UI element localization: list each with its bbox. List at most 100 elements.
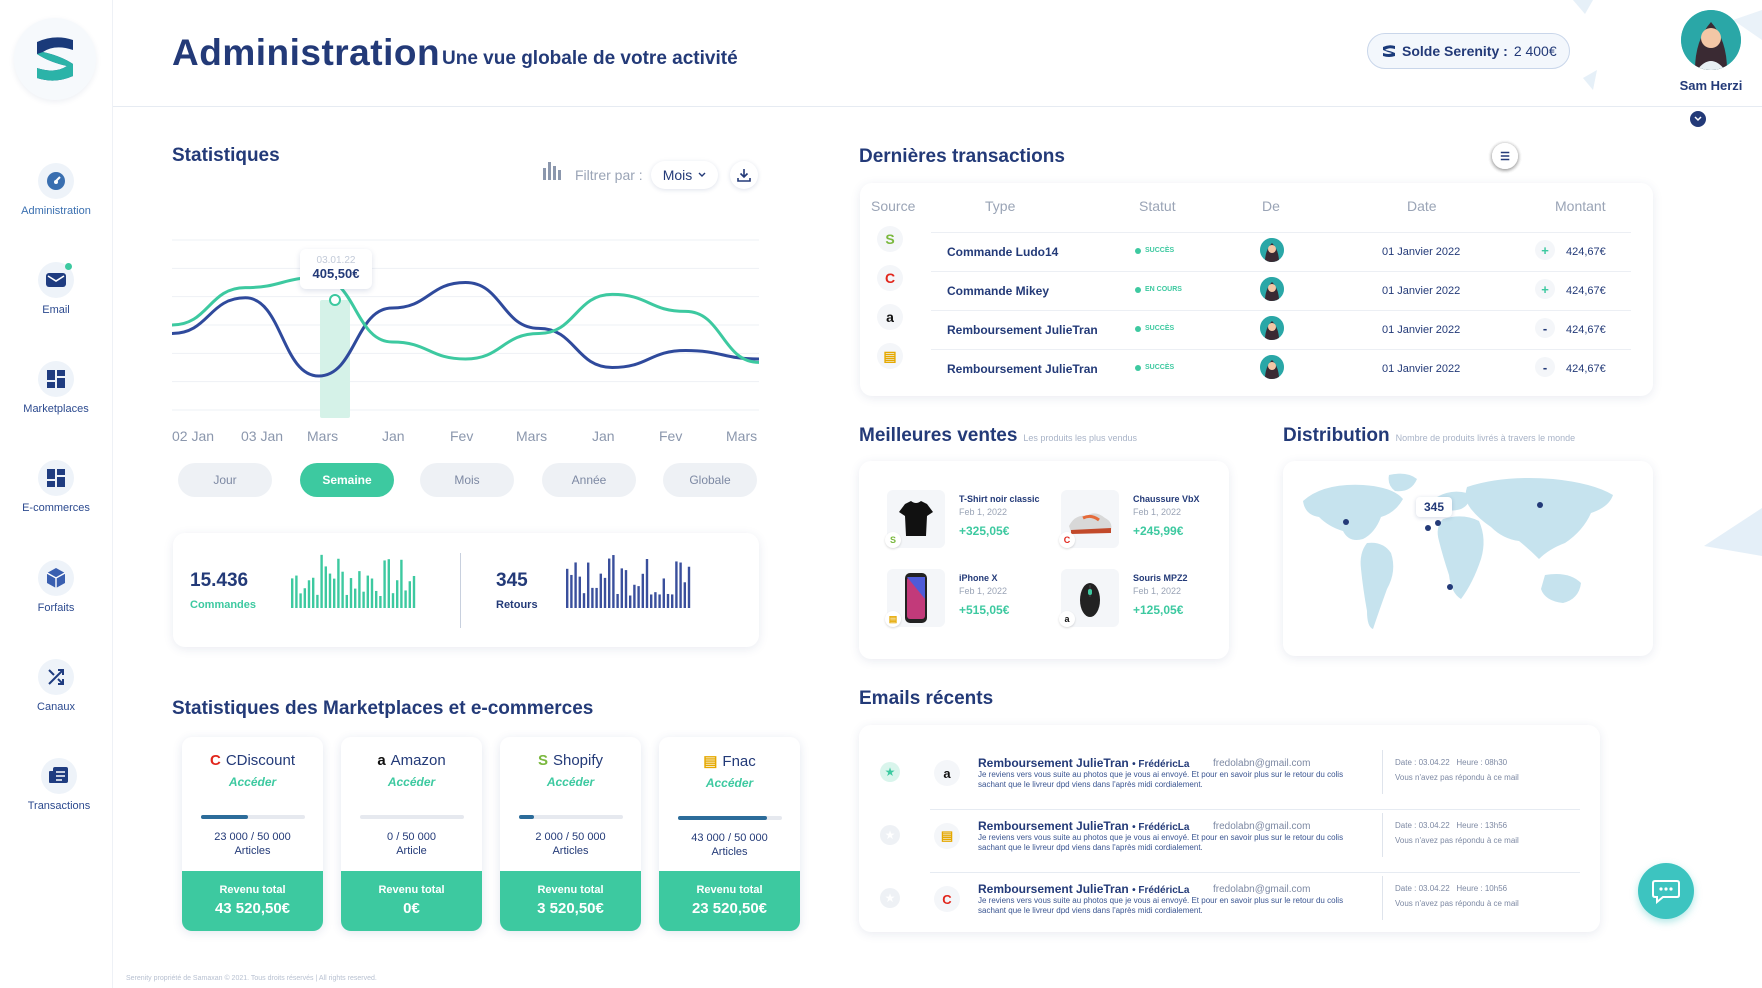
spark-bar [603, 577, 607, 608]
sidebar-item-transactions[interactable]: Transactions [3, 758, 115, 812]
marketplace-name-row: ▤ Fnac [659, 752, 800, 771]
filter-select[interactable]: Mois [651, 161, 718, 189]
marketplace-name: Amazon [390, 752, 446, 769]
spark-bar [303, 588, 306, 608]
access-link[interactable]: Accéder [387, 775, 436, 789]
spark-bar [662, 578, 665, 608]
spark-bar [312, 577, 315, 608]
spark-bar [654, 592, 657, 608]
spark-bar [345, 594, 348, 608]
sidebar-item-marketplaces[interactable]: Marketplaces [0, 361, 112, 415]
spark-bar [629, 595, 632, 608]
product-item[interactable]: C Chaussure VbX Feb 1, 2022 +245,99€ [1059, 490, 1221, 550]
revenue-label: Revenu total [378, 884, 445, 896]
email-date: Date : 03.04.22 [1395, 884, 1450, 893]
spark-bar [341, 571, 344, 608]
shuffle-icon [38, 659, 74, 695]
status-badge: EN COURS [1135, 286, 1182, 293]
email-address: fredolabn@gmail.com [1213, 821, 1311, 832]
user-menu-chevron-icon[interactable] [1690, 111, 1706, 127]
marketplace-name-row: a Amazon [341, 752, 482, 769]
page-subtitle: Une vue globale de votre activité [442, 48, 738, 69]
email-item[interactable]: ★ ▤ Remboursement JulieTran • FrédéricLa… [860, 811, 1580, 873]
chat-icon [1652, 880, 1680, 904]
spark-bar [578, 576, 581, 608]
spark-bar [295, 575, 298, 608]
avatar [1260, 316, 1284, 340]
spark-bar [633, 584, 636, 608]
marketplace-card[interactable]: C CDiscount Accéder 23 000 / 50 000 Artic… [182, 737, 323, 931]
spark-bar [328, 573, 332, 608]
status-text: SUCCÈS [1145, 247, 1175, 254]
transaction-amount: 424,67€ [1566, 363, 1606, 375]
email-item[interactable]: ★ a Remboursement JulieTran • FrédéricLa… [860, 748, 1580, 810]
product-item[interactable]: ▤ iPhone X Feb 1, 2022 +515,05€ [885, 569, 1047, 629]
world-map [1303, 473, 1613, 629]
sidebar-item-canaux[interactable]: Canaux [0, 659, 112, 713]
period-pill-mois[interactable]: Mois [420, 463, 514, 497]
minus-icon: - [1535, 318, 1555, 338]
period-pill-annee[interactable]: Année [542, 463, 636, 497]
articles-count: 2 000 / 50 000 [535, 831, 606, 843]
emails-card [859, 725, 1600, 932]
product-item[interactable]: a Souris MPZ2 Feb 1, 2022 +125,05€ [1059, 569, 1221, 629]
email-time: Heure : 13h56 [1456, 821, 1508, 830]
balance-badge[interactable]: Solde Serenity : 2 400€ [1367, 33, 1570, 69]
spark-bar [358, 571, 361, 608]
articles-count: 0 / 50 000 [387, 831, 436, 843]
marketplace-card[interactable]: a Amazon Accéder 0 / 50 000 Article Reven… [341, 737, 482, 931]
spark-bar [570, 574, 573, 608]
spark-bar [687, 566, 691, 608]
email-sender: • FrédéricLa [1132, 759, 1190, 770]
spark-bar [362, 591, 365, 608]
user-profile[interactable]: Sam Herzi [1661, 10, 1761, 93]
download-button[interactable] [730, 161, 758, 189]
revenue-label: Revenu total [696, 884, 763, 896]
col-header: Type [985, 198, 1016, 214]
table-row[interactable] [931, 349, 1631, 387]
product-item[interactable]: S T-Shirt noir classic Feb 1, 2022 +325,… [885, 490, 1047, 550]
product-name: Chaussure VbX [1133, 494, 1200, 504]
period-pill-globale[interactable]: Globale [663, 463, 757, 497]
star-icon[interactable]: ★ [880, 825, 900, 845]
email-item[interactable]: ★ C Remboursement JulieTran • FrédéricLa… [860, 874, 1580, 936]
access-link[interactable]: Accéder [228, 775, 277, 789]
access-link[interactable]: Accéder [546, 775, 595, 789]
chart-tooltip: 03.01.22 405,50€ [300, 249, 372, 289]
table-row[interactable] [931, 232, 1631, 270]
page-header: Administration Une vue globale de votre … [113, 0, 1762, 127]
decorative-triangles [1573, 0, 1762, 90]
serenity-logo[interactable] [14, 18, 96, 100]
orders-value: 15.436 [190, 570, 249, 591]
distribution-title: Distribution Nombre de produits livrés à … [1283, 425, 1575, 447]
email-preview: Je reviens vers vous suite au photos que… [978, 833, 1344, 852]
sidebar-item-email[interactable]: Email [0, 262, 112, 316]
spark-bar [591, 587, 594, 608]
marketplace-card[interactable]: S Shopify Accéder 2 000 / 50 000 Articles… [500, 737, 641, 931]
product-name: Souris MPZ2 [1133, 573, 1188, 583]
product-name: iPhone X [959, 573, 998, 583]
revenue-block: Revenu total 43 520,50€ [182, 871, 323, 931]
chat-button[interactable] [1638, 863, 1694, 919]
spark-bar [645, 559, 649, 608]
stats-title: Statistiques [172, 145, 280, 166]
sidebar-item-ecommerces[interactable]: E-commerces [0, 460, 112, 514]
articles-count: 23 000 / 50 000 [214, 831, 291, 843]
table-row[interactable] [931, 310, 1631, 348]
spark-bar [412, 575, 416, 608]
access-link[interactable]: Accéder [705, 776, 754, 790]
star-icon[interactable]: ★ [880, 888, 900, 908]
star-icon[interactable]: ★ [880, 762, 900, 782]
spark-bar [307, 580, 311, 608]
highlight-point[interactable] [329, 294, 341, 306]
sidebar-item-administration[interactable]: Administration [0, 163, 112, 217]
table-row[interactable] [931, 271, 1631, 309]
period-pill-jour[interactable]: Jour [178, 463, 272, 497]
avatar [1260, 355, 1284, 379]
period-pill-semaine[interactable]: Semaine [300, 463, 394, 497]
settings-sliders-icon[interactable]: ☰ [1492, 143, 1518, 169]
marketplace-card[interactable]: ▤ Fnac Accéder 43 000 / 50 000 Articles R… [659, 737, 800, 931]
product-price: +245,99€ [1133, 524, 1184, 538]
sidebar-item-forfaits[interactable]: Forfaits [0, 560, 112, 614]
source-icon: a [877, 304, 903, 330]
